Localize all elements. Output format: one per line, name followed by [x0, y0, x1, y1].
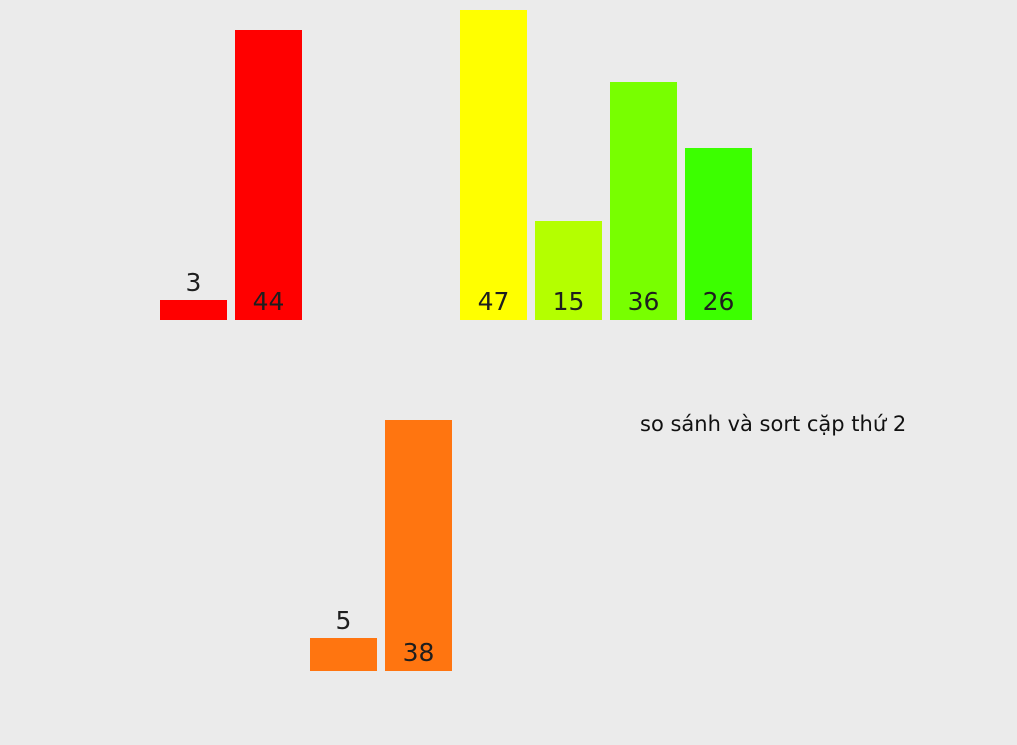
- bar-value-label: 36: [627, 287, 660, 316]
- bar-value-label: 47: [477, 287, 510, 316]
- bar-value-label: 38: [402, 638, 435, 667]
- bar-value-label: 5: [335, 606, 352, 635]
- bar-value-label: 26: [702, 287, 735, 316]
- bar-44: [235, 29, 302, 320]
- bar-value-label: 3: [185, 268, 202, 298]
- step-caption: so sánh và sort cặp thứ 2: [640, 412, 907, 436]
- bar-15: [535, 221, 602, 320]
- bar-26: [685, 148, 752, 320]
- bar-3: [160, 300, 227, 320]
- bar-38: [385, 420, 452, 671]
- bar-value-label: 44: [252, 287, 285, 316]
- bar-5: [310, 638, 377, 671]
- bar-36: [610, 82, 677, 320]
- bar-value-label: 15: [552, 287, 585, 316]
- bar-47: [460, 9, 527, 320]
